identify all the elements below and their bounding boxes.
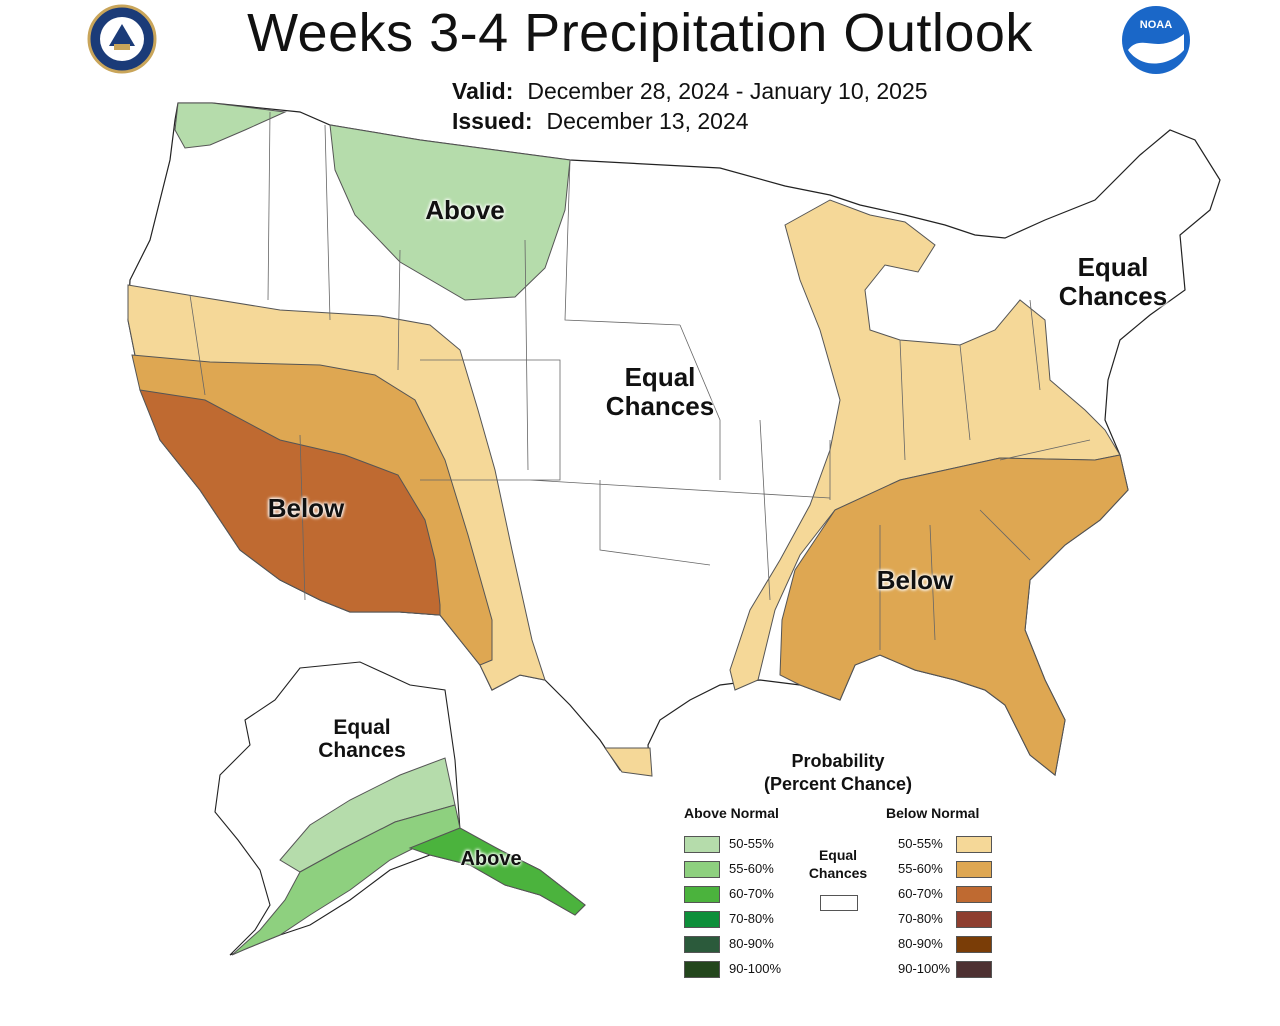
legend-equal-swatch xyxy=(820,895,858,911)
page-title: Weeks 3-4 Precipitation Outlook xyxy=(247,3,1033,63)
legend-above-label: 80-90% xyxy=(729,936,774,951)
northeast-ec-label: Equal Chances xyxy=(1043,253,1183,310)
valid-dates: Valid: December 28, 2024 - January 10, 20… xyxy=(452,78,928,105)
legend-above-swatch xyxy=(684,886,720,903)
legend-above-swatch xyxy=(684,961,720,978)
legend-below-swatch xyxy=(956,861,992,878)
svg-text:NOAA: NOAA xyxy=(1140,19,1172,31)
alaska-above-label: Above xyxy=(460,848,522,870)
valid-value: December 28, 2024 - January 10, 2025 xyxy=(527,78,928,104)
legend-above-label: 90-100% xyxy=(729,961,782,976)
legend-below-label: 55-60% xyxy=(898,861,943,876)
legend-above-swatch xyxy=(684,836,720,853)
legend-below-label: 60-70% xyxy=(898,886,943,901)
sw-below-60 xyxy=(139,389,441,616)
se-below-55 xyxy=(779,454,1129,776)
legend-above-label: 50-55% xyxy=(729,836,774,851)
state-borders xyxy=(189,111,1091,650)
legend-above-label: 70-80% xyxy=(729,911,774,926)
legend-below-label: 80-90% xyxy=(898,936,943,951)
legend-below-header: Below Normal xyxy=(886,805,980,821)
legend-title: Probability (Percent Chance) xyxy=(738,750,938,795)
legend-above-label: 60-70% xyxy=(729,886,774,901)
legend-below-swatch xyxy=(956,936,992,953)
noaa-logo-icon: NOAA xyxy=(1122,6,1190,74)
southeast-below-label: Below xyxy=(876,565,954,595)
legend-equal-label: Equal Chances xyxy=(800,846,876,882)
legend-equal-line2: Chances xyxy=(808,865,868,882)
legend-above-header: Above Normal xyxy=(684,805,779,821)
north-above-label: Above xyxy=(425,195,505,225)
legend-below-swatch xyxy=(956,886,992,903)
legend-below-swatch xyxy=(956,836,992,853)
issued-value: December 13, 2024 xyxy=(546,108,749,134)
legend-title-line2: (Percent Chance) xyxy=(763,773,913,794)
southwest-below-label: Below xyxy=(267,493,345,523)
central-ec-label: Equal Chances xyxy=(590,363,730,420)
legend-below-label: 90-100% xyxy=(898,961,951,976)
doc-seal-icon xyxy=(87,4,157,74)
northeast-ec-line2: Chances xyxy=(1058,280,1168,311)
ak-above-60 xyxy=(408,827,586,916)
central-ec-line2: Chances xyxy=(605,390,715,421)
legend-above-label: 55-60% xyxy=(729,861,774,876)
legend-below-label: 70-80% xyxy=(898,911,943,926)
alaska-ec-line1: Equal xyxy=(333,716,391,739)
legend-above-swatch xyxy=(684,861,720,878)
legend-equal-line1: Equal xyxy=(818,847,858,863)
north-above-region xyxy=(329,124,571,301)
central-ec-line1: Equal xyxy=(624,362,696,392)
legend-below-label: 50-55% xyxy=(898,836,943,851)
alaska-ec-line2: Chances xyxy=(318,739,406,763)
tx-below-50 xyxy=(604,747,653,777)
legend-above-swatch xyxy=(684,936,720,953)
alaska-ec-label: Equal Chances xyxy=(302,716,422,762)
issued-label: Issued: xyxy=(452,108,533,134)
nw-above-region xyxy=(174,102,287,149)
legend-above-swatch xyxy=(684,911,720,928)
legend-title-line1: Probability xyxy=(791,751,885,771)
legend-below-swatch xyxy=(956,961,992,978)
issued-date: Issued: December 13, 2024 xyxy=(452,108,749,135)
legend-below-swatch xyxy=(956,911,992,928)
northeast-ec-line1: Equal xyxy=(1077,252,1149,282)
valid-label: Valid: xyxy=(452,78,514,104)
